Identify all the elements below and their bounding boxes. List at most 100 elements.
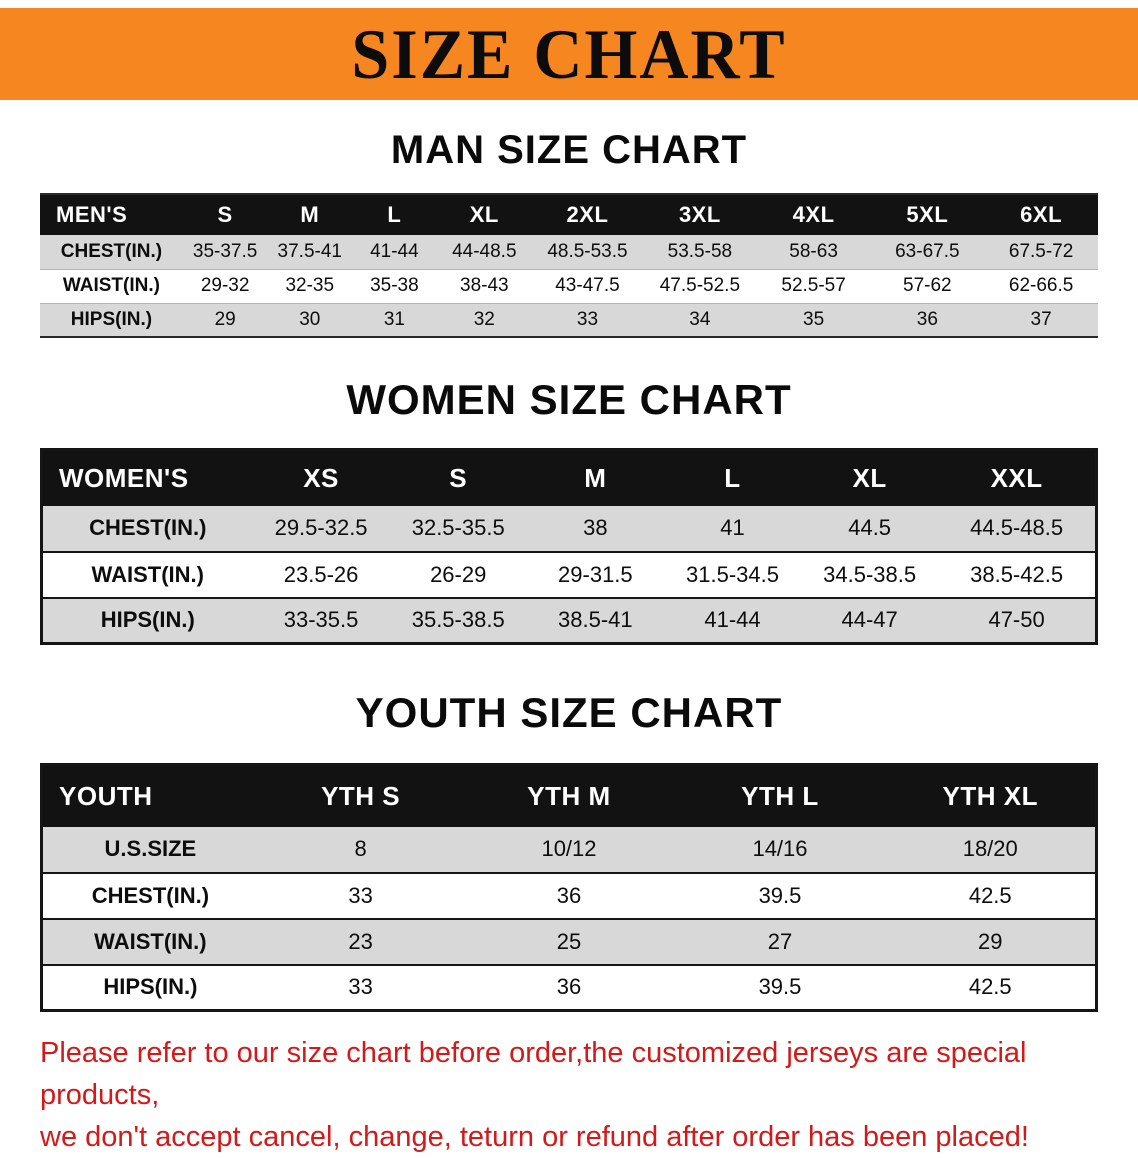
size-value-cell: 34 bbox=[689, 308, 711, 330]
size-value-cell: 34.5-38.5 bbox=[823, 561, 917, 587]
women-table-title: WOMEN'S bbox=[41, 449, 253, 506]
size-value-cell: 42.5 bbox=[968, 882, 1012, 908]
men-size-column-header: L bbox=[352, 194, 437, 235]
youth-size-column-header: YTH XL bbox=[885, 764, 1097, 827]
size-value-cell: 57-62 bbox=[903, 275, 952, 296]
youth-measure-row: U.S.SIZE 8 10/12 14/16 18/20 bbox=[41, 826, 1097, 873]
row-label: HIPS(IN.) bbox=[103, 974, 198, 1000]
men-size-column-header: 2XL bbox=[531, 194, 643, 235]
women-header-row: WOMEN'S XS S M L XL XXL bbox=[41, 449, 1097, 506]
size-value-cell: 48.5-53.5 bbox=[547, 240, 628, 262]
size-value-cell: 33 bbox=[348, 882, 373, 908]
youth-table-title: YOUTH bbox=[41, 764, 258, 827]
size-value-cell: 29 bbox=[214, 308, 236, 330]
men-size-column-header: 4XL bbox=[756, 194, 871, 235]
size-value-cell: 67.5-72 bbox=[1008, 240, 1074, 262]
size-value-cell: 14/16 bbox=[752, 836, 808, 861]
men-size-column-header: 6XL bbox=[984, 194, 1098, 235]
size-value-cell: 44-48.5 bbox=[452, 240, 517, 262]
youth-measure-row: CHEST(IN.) 33 36 39.5 42.5 bbox=[41, 872, 1097, 919]
women-size-column-header: XS bbox=[252, 449, 390, 506]
size-value-cell: 37 bbox=[1030, 308, 1052, 330]
youth-size-table: YOUTH YTH S YTH M YTH L YTH XL U.S.SIZE 8 10/12… bbox=[40, 763, 1098, 1012]
size-value-cell: 44.5 bbox=[848, 515, 892, 540]
men-size-table: MEN'S S M L XL 2XL 3XL 4XL 5XL 6XL CHEST(IN.) 35-37… bbox=[40, 193, 1098, 338]
size-value-cell: 23.5-26 bbox=[283, 561, 359, 587]
size-value-cell: 29.5-32.5 bbox=[274, 515, 368, 540]
youth-section-heading: YOUTH SIZE CHART bbox=[355, 689, 783, 736]
men-measure-row: CHEST(IN.) 35-37.5 37.5-41 41-44 44-48.5 48.5… bbox=[40, 235, 1098, 269]
size-value-cell: 30 bbox=[299, 308, 321, 330]
youth-header-row: YOUTH YTH S YTH M YTH L YTH XL bbox=[41, 764, 1097, 827]
men-table-title: MEN'S bbox=[40, 194, 183, 235]
size-value-cell: 29 bbox=[978, 928, 1003, 954]
men-size-column-header: 5XL bbox=[870, 194, 985, 235]
size-value-cell: 38-43 bbox=[460, 275, 509, 296]
size-value-cell: 32-35 bbox=[285, 275, 335, 296]
row-label: WAIST(IN.) bbox=[94, 928, 207, 954]
youth-measure-row: HIPS(IN.) 33 36 39.5 42.5 bbox=[41, 964, 1097, 1011]
men-size-column-header: 3XL bbox=[643, 194, 757, 235]
men-header-row: MEN'S S M L XL 2XL 3XL 4XL 5XL 6XL bbox=[40, 194, 1098, 235]
size-value-cell: 37.5-41 bbox=[277, 240, 342, 262]
size-value-cell: 58-63 bbox=[789, 240, 838, 262]
women-size-section: WOMEN SIZE CHART WOMEN'S XS S M L XL XXL CHEST(I… bbox=[0, 376, 1138, 645]
size-value-cell: 62-66.5 bbox=[1008, 275, 1074, 296]
size-value-cell: 41 bbox=[720, 515, 745, 540]
row-label: HIPS(IN.) bbox=[70, 308, 153, 330]
row-label: HIPS(IN.) bbox=[100, 607, 195, 633]
men-section-heading: MAN SIZE CHART bbox=[390, 128, 748, 172]
size-value-cell: 10/12 bbox=[541, 836, 597, 861]
row-label: WAIST(IN.) bbox=[91, 561, 204, 587]
size-value-cell: 29-32 bbox=[200, 275, 250, 296]
size-value-cell: 38.5-41 bbox=[558, 607, 633, 633]
men-size-section: MAN SIZE CHART MEN'S S M L XL 2XL 3XL 4XL 5XL 6XL C… bbox=[0, 128, 1138, 338]
women-size-column-header: M bbox=[526, 449, 664, 506]
disclaimer-line-2: we don't accept cancel, change, teturn o… bbox=[40, 1121, 1029, 1154]
size-value-cell: 33-35.5 bbox=[283, 607, 359, 633]
size-value-cell: 23 bbox=[348, 928, 373, 954]
size-chart-sections: MAN SIZE CHART MEN'S S M L XL 2XL 3XL 4XL 5XL 6XL C… bbox=[0, 128, 1138, 1012]
size-value-cell: 32.5-35.5 bbox=[411, 515, 505, 540]
size-value-cell: 26-29 bbox=[430, 561, 487, 587]
size-value-cell: 63-67.5 bbox=[895, 240, 960, 262]
size-value-cell: 38.5-42.5 bbox=[970, 561, 1064, 587]
size-value-cell: 47-50 bbox=[988, 607, 1045, 633]
row-label: CHEST(IN.) bbox=[60, 240, 163, 262]
disclaimer-line-1: Please refer to our size chart before or… bbox=[40, 1037, 1027, 1112]
women-size-column-header: XL bbox=[801, 449, 939, 506]
men-size-column-header: M bbox=[267, 194, 353, 235]
youth-size-section: YOUTH SIZE CHART YOUTH YTH S YTH M YTH L YTH … bbox=[0, 689, 1138, 1012]
size-value-cell: 27 bbox=[767, 928, 793, 954]
men-size-column-header: XL bbox=[436, 194, 532, 235]
disclaimer: Please refer to our size chart before or… bbox=[0, 1032, 1138, 1158]
size-value-cell: 44-47 bbox=[841, 607, 898, 633]
size-value-cell: 8 bbox=[354, 836, 367, 861]
page-title: SIZE CHART bbox=[351, 13, 787, 94]
size-value-cell: 39.5 bbox=[758, 882, 802, 908]
youth-size-column-header: YTH S bbox=[257, 764, 464, 827]
size-value-cell: 29-31.5 bbox=[558, 561, 633, 587]
size-value-cell: 32 bbox=[473, 308, 495, 330]
women-size-table: WOMEN'S XS S M L XL XXL CHEST(IN.) 29.5-32.5 32.5… bbox=[40, 448, 1098, 645]
women-size-column-header: S bbox=[389, 449, 527, 506]
women-section-heading: WOMEN SIZE CHART bbox=[346, 376, 792, 423]
row-label: U.S.SIZE bbox=[104, 836, 197, 861]
banner: SIZE CHART bbox=[0, 8, 1138, 100]
men-measure-row: WAIST(IN.) 29-32 32-35 35-38 38-43 43-47.5 47.… bbox=[40, 269, 1098, 303]
size-value-cell: 25 bbox=[556, 928, 582, 954]
women-size-column-header: XXL bbox=[938, 449, 1097, 506]
size-value-cell: 53.5-58 bbox=[667, 240, 733, 262]
size-value-cell: 33 bbox=[576, 308, 599, 330]
size-chart-page: SIZE CHART MAN SIZE CHART MEN'S S M L XL 2XL 3X… bbox=[0, 8, 1138, 1153]
size-value-cell: 39.5 bbox=[758, 974, 802, 1000]
size-value-cell: 35 bbox=[803, 308, 825, 330]
row-label: CHEST(IN.) bbox=[89, 515, 207, 540]
size-value-cell: 33 bbox=[348, 974, 373, 1000]
women-measure-row: HIPS(IN.) 33-35.5 35.5-38.5 38.5-41 41-44 44-… bbox=[41, 597, 1097, 644]
youth-size-column-header: YTH M bbox=[463, 764, 675, 827]
size-value-cell: 38 bbox=[583, 515, 608, 540]
men-size-column-header: S bbox=[182, 194, 268, 235]
size-value-cell: 31 bbox=[383, 308, 405, 330]
size-value-cell: 47.5-52.5 bbox=[659, 275, 741, 296]
